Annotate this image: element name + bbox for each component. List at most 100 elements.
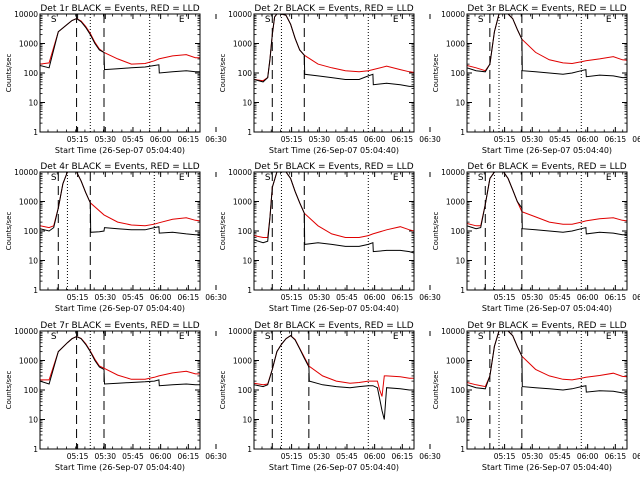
y-axis-label: Counts/sec [5, 212, 13, 251]
x-tick-label: 06:00 [150, 452, 172, 461]
y-tick-label: 10 [455, 99, 465, 108]
y-tick-label: 10000 [228, 327, 252, 336]
x-tick-label: 05:30 [94, 293, 116, 302]
y-tick-label: 10 [28, 99, 38, 108]
x-tick-label: 05:45 [122, 135, 144, 144]
panel-3: Det 3r BLACK = Events, RED = LLD Counts/s… [432, 4, 640, 155]
panel-9: Det 9r BLACK = Events, RED = LLD Counts/s… [432, 321, 640, 472]
x-tick-label: 06:00 [364, 452, 386, 461]
x-tick-label: 06:30 [419, 135, 441, 144]
x-tick-label: 05:30 [521, 135, 543, 144]
y-tick-label: 1000 [446, 40, 465, 49]
x-tick-label: 06:15 [392, 135, 414, 144]
y-tick-label: 10000 [14, 168, 38, 177]
x-axis-label: Start Time (26-Sep-07 05:04:40) [269, 463, 399, 472]
panel-title: Det 2r BLACK = Events, RED = LLD [254, 4, 413, 14]
y-tick-label: 10000 [441, 327, 465, 336]
x-tick-label: 06:30 [419, 452, 441, 461]
y-tick-label: 100 [238, 69, 253, 78]
y-tick-label: 1000 [233, 40, 252, 49]
panel-4: Det 4r BLACK = Events, RED = LLD Counts/s… [5, 162, 227, 313]
start-marker-s: S [51, 332, 57, 342]
lld-series-line [254, 172, 414, 238]
y-tick-label: 1 [247, 286, 252, 295]
y-tick-label: 10000 [14, 10, 38, 19]
y-tick-label: 100 [24, 227, 39, 236]
x-tick-label: 05:30 [308, 135, 330, 144]
end-marker-e: E [393, 15, 399, 25]
y-tick-label: 100 [451, 227, 466, 236]
y-tick-label: 1000 [19, 198, 38, 207]
y-tick-label: 1 [460, 286, 465, 295]
y-tick-label: 10000 [441, 168, 465, 177]
plot-frame [39, 13, 201, 133]
events-series-line [40, 18, 200, 74]
panel-5: Det 5r BLACK = Events, RED = LLD Counts/s… [219, 162, 441, 313]
x-tick-label: 06:15 [392, 293, 414, 302]
x-tick-label: 06:15 [605, 293, 627, 302]
x-tick-label: 06:00 [150, 293, 172, 302]
y-axis-label: Counts/sec [5, 371, 13, 410]
y-tick-label: 1 [33, 445, 38, 454]
y-tick-label: 100 [451, 69, 466, 78]
y-axis-label: Counts/sec [5, 54, 13, 93]
y-tick-label: 10 [242, 99, 252, 108]
x-tick-label: 06:30 [419, 293, 441, 302]
end-marker-e: E [606, 332, 612, 342]
end-marker-e: E [606, 173, 612, 183]
lld-series-line [467, 14, 627, 72]
events-series-line [467, 14, 627, 79]
y-tick-label: 10 [28, 416, 38, 425]
lld-series-line [40, 18, 200, 65]
y-tick-label: 100 [24, 69, 39, 78]
y-tick-label: 1 [247, 128, 252, 137]
start-marker-s: S [265, 173, 271, 183]
x-tick-label: 05:30 [94, 452, 116, 461]
events-series-line [40, 335, 200, 387]
x-tick-label: 06:00 [577, 135, 599, 144]
y-tick-label: 10 [28, 257, 38, 266]
x-tick-label: 06:15 [178, 293, 200, 302]
panel-title: Det 1r BLACK = Events, RED = LLD [40, 4, 199, 14]
y-tick-label: 1 [33, 128, 38, 137]
x-tick-label: 06:15 [605, 135, 627, 144]
x-tick-label: 06:30 [632, 135, 640, 144]
y-tick-label: 10 [242, 416, 252, 425]
x-tick-label: 05:15 [67, 135, 89, 144]
events-series-line [467, 331, 627, 394]
end-marker-e: E [393, 332, 399, 342]
events-series-line [467, 172, 627, 236]
x-tick-label: 05:15 [494, 293, 516, 302]
x-tick-label: 05:45 [549, 293, 571, 302]
y-tick-label: 1000 [233, 198, 252, 207]
y-tick-label: 1000 [446, 198, 465, 207]
panel-8: Det 8r BLACK = Events, RED = LLD Counts/s… [219, 321, 441, 472]
end-marker-e: E [179, 332, 185, 342]
y-tick-label: 10000 [14, 327, 38, 336]
x-tick-label: 05:45 [336, 293, 358, 302]
plot-frame [466, 13, 628, 133]
lld-series-line [467, 331, 627, 388]
x-tick-label: 05:30 [308, 293, 330, 302]
y-tick-label: 10000 [228, 168, 252, 177]
start-marker-s: S [51, 15, 57, 25]
panel-title: Det 5r BLACK = Events, RED = LLD [254, 162, 413, 172]
plot-frame [253, 13, 415, 133]
y-tick-label: 1000 [446, 357, 465, 366]
start-marker-s: S [51, 173, 57, 183]
plot-frame [39, 330, 201, 450]
plot-frame [253, 171, 415, 291]
events-series-line [254, 172, 414, 254]
x-tick-label: 05:30 [94, 135, 116, 144]
x-tick-label: 06:15 [178, 135, 200, 144]
plot-frame [39, 171, 201, 291]
x-axis-label: Start Time (26-Sep-07 05:04:40) [55, 146, 185, 155]
x-axis-label: Start Time (26-Sep-07 05:04:40) [55, 304, 185, 313]
events-series-line [40, 172, 200, 236]
x-axis-label: Start Time (26-Sep-07 05:04:40) [482, 304, 612, 313]
y-tick-label: 100 [238, 386, 253, 395]
x-tick-label: 05:15 [281, 293, 303, 302]
x-tick-label: 05:45 [122, 293, 144, 302]
end-marker-e: E [179, 173, 185, 183]
y-tick-label: 10 [242, 257, 252, 266]
